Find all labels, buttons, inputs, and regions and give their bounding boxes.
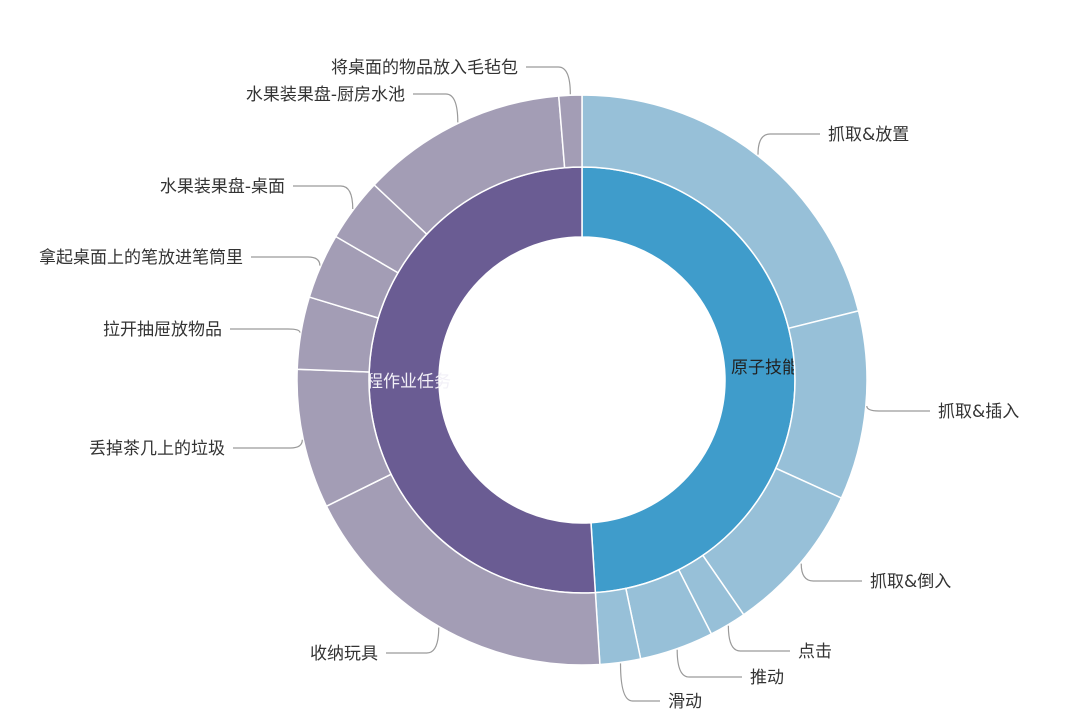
leader-line <box>386 627 440 654</box>
outer-slice-label: 点击 <box>798 642 832 662</box>
leader-line <box>233 439 303 449</box>
outer-slice-label: 抓取&插入 <box>938 402 1019 422</box>
outer-slice-label: 水果装果盘-桌面 <box>160 177 285 197</box>
outer-slice-label: 拿起桌面上的笔放进笔筒里 <box>39 247 243 268</box>
outer-slice-12[interactable] <box>557 94 583 169</box>
outer-slice-label: 滑动 <box>668 692 702 712</box>
leader-line <box>526 66 571 95</box>
leader-line <box>413 93 459 123</box>
inner-slice-label: 长程作业任务 <box>349 372 451 392</box>
leader-line <box>866 405 930 412</box>
leader-line <box>230 328 301 333</box>
leader-line <box>757 133 820 155</box>
leader-line <box>727 625 790 652</box>
inner-slice-label: 原子技能 <box>731 358 799 378</box>
outer-slice-label: 拉开抽屉放物品 <box>103 320 222 340</box>
outer-slice-label: 推动 <box>750 668 784 688</box>
outer-slice-label: 抓取&倒入 <box>870 572 951 592</box>
outer-slice-label: 抓取&放置 <box>828 125 909 145</box>
leader-line <box>800 563 862 582</box>
leader-line <box>676 649 742 678</box>
outer-slice-label: 收纳玩具 <box>310 644 378 664</box>
leader-line <box>251 256 321 266</box>
outer-slice-label: 水果装果盘-厨房水池 <box>246 85 405 105</box>
leader-line <box>293 185 354 209</box>
outer-slice-label: 丢掉茶几上的垃圾 <box>89 439 225 459</box>
outer-slice-label: 将桌面的物品放入毛毡包 <box>331 58 518 78</box>
leader-line <box>619 663 660 702</box>
